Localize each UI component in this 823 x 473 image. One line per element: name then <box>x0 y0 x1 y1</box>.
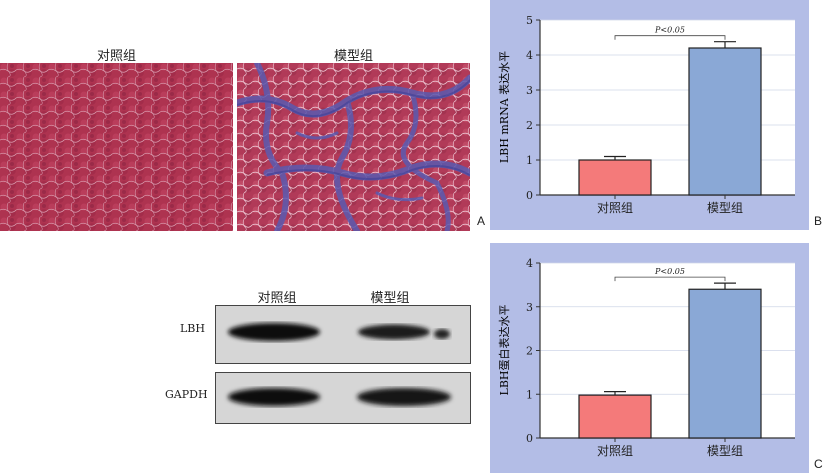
mrna-bar-chart: 0 1 2 3 4 5 对照组 模型组 P<0.05 LBH mRNA 表达水平 <box>497 14 795 215</box>
protein-bar <box>688 288 762 439</box>
protein-y-tick-label: 1 <box>526 388 533 401</box>
mrna-y-axis-label: LBH mRNA 表达水平 <box>497 51 511 163</box>
mrna-y-tick-label: 0 <box>526 189 533 202</box>
protein-significance-label: P<0.05 <box>654 267 685 276</box>
protein-significance-bracket <box>614 276 726 282</box>
protein-y-tick-label: 3 <box>526 301 533 314</box>
mrna-y-tick-label: 2 <box>526 119 533 132</box>
protein-bar <box>578 394 652 439</box>
mrna-bar <box>578 159 652 196</box>
mrna-y-tick-label: 5 <box>526 14 533 27</box>
protein-y-tick-label: 4 <box>526 257 533 270</box>
blot-row-lbh: LBH <box>180 322 205 335</box>
protein-x-tick-label: 对照组 <box>597 444 633 458</box>
mrna-x-tick-label: 对照组 <box>597 201 633 215</box>
mrna-y-tick-label: 1 <box>526 154 533 167</box>
protein-y-tick-label: 2 <box>526 345 533 358</box>
mrna-bar <box>688 47 762 196</box>
control-histology-image <box>0 63 233 231</box>
blot-column-model: 模型组 <box>370 291 410 306</box>
protein-x-tick-label: 模型组 <box>707 444 743 458</box>
control-image-title: 对照组 <box>96 49 136 64</box>
protein-bar-chart: 0 1 2 3 4 对照组 模型组 P<0.05 LBH蛋白表达水平 <box>497 257 795 458</box>
protein-y-axis-label: LBH蛋白表达水平 <box>497 305 511 396</box>
mrna-significance-bracket <box>614 35 726 40</box>
lbh-blot-strip <box>215 305 471 364</box>
mrna-y-tick-label: 3 <box>526 84 533 97</box>
model-histology-image <box>237 63 470 231</box>
blot-column-control: 对照组 <box>257 291 297 306</box>
panel-a-letter: A <box>477 214 486 228</box>
mrna-x-tick-label: 模型组 <box>707 201 743 215</box>
panel-c-letter: C <box>814 457 823 471</box>
mrna-y-tick-label: 4 <box>526 49 533 62</box>
model-image-title: 模型组 <box>333 49 373 64</box>
mrna-significance-label: P<0.05 <box>654 26 685 35</box>
blot-row-gapdh: GAPDH <box>165 388 208 401</box>
gapdh-blot-strip <box>215 372 471 424</box>
protein-y-tick-label: 0 <box>526 432 533 445</box>
panel-b-letter: B <box>814 214 823 228</box>
